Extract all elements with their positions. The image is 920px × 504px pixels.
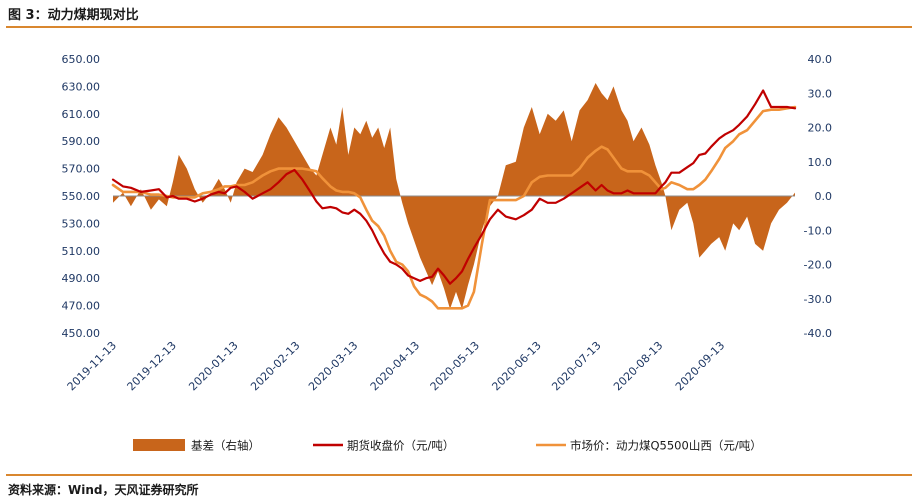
y-left-tick-label: 630.00 [62,80,101,93]
x-tick-label: 2020-08-13 [611,339,665,393]
y-left-tick-label: 530.00 [62,217,101,230]
bottom-rule [6,474,912,476]
plot-area [111,83,797,310]
y-right-tick-label: -10.0 [804,224,832,237]
x-tick-label: 2020-07-13 [549,339,603,393]
y-right-tick-label: -40.0 [804,327,832,340]
x-tick-label: 2019-11-13 [65,339,119,393]
y-right-tick-label: 20.0 [808,122,833,135]
y-left-tick-label: 650.00 [62,53,101,66]
legend-label: 基差（右轴） [191,439,260,453]
x-tick-label: 2020-01-13 [186,339,240,393]
y-left-tick-label: 550.00 [62,190,101,203]
futures-close-line [111,89,797,285]
y-right-tick-label: 30.0 [808,87,833,100]
source-note: 资料来源：Wind，天风证券研究所 [8,483,199,497]
legend: 基差（右轴） 期货收盘价（元/吨） 市场价：动力煤Q5500山西（元/吨） [133,439,762,453]
y-right-tick-label: 10.0 [808,156,833,169]
legend-swatch-basis [133,439,185,451]
y-left-tick-label: 490.00 [62,272,101,285]
x-tick-label: 2019-12-13 [125,339,179,393]
y-left-tick-label: 570.00 [62,163,101,176]
y-right-tick-label: 40.0 [808,53,833,66]
x-tick-label: 2020-06-13 [489,339,543,393]
y-left-tick-label: 450.00 [62,327,101,340]
legend-label: 市场价：动力煤Q5500山西（元/吨） [570,439,762,453]
top-rule [6,26,912,28]
y-left-tick-label: 510.00 [62,245,101,258]
x-tick-label: 2020-05-13 [428,339,482,393]
x-tick-label: 2020-04-13 [368,339,422,393]
y-left-tick-label: 610.00 [62,108,101,121]
y-right-tick-label: 0.0 [815,190,833,203]
y-right-tick-label: -20.0 [804,259,832,272]
figure-title: 图 3：动力煤期现对比 [8,8,139,23]
y-right-tick-label: -30.0 [804,293,832,306]
spot-price-line [111,105,797,310]
x-tick-label: 2020-02-13 [248,339,302,393]
y-left-tick-label: 470.00 [62,300,101,313]
x-tick-label: 2020-03-13 [306,339,360,393]
x-tick-label: 2020-09-13 [673,339,727,393]
y-left-tick-label: 590.00 [62,135,101,148]
legend-label: 期货收盘价（元/吨） [347,439,454,453]
